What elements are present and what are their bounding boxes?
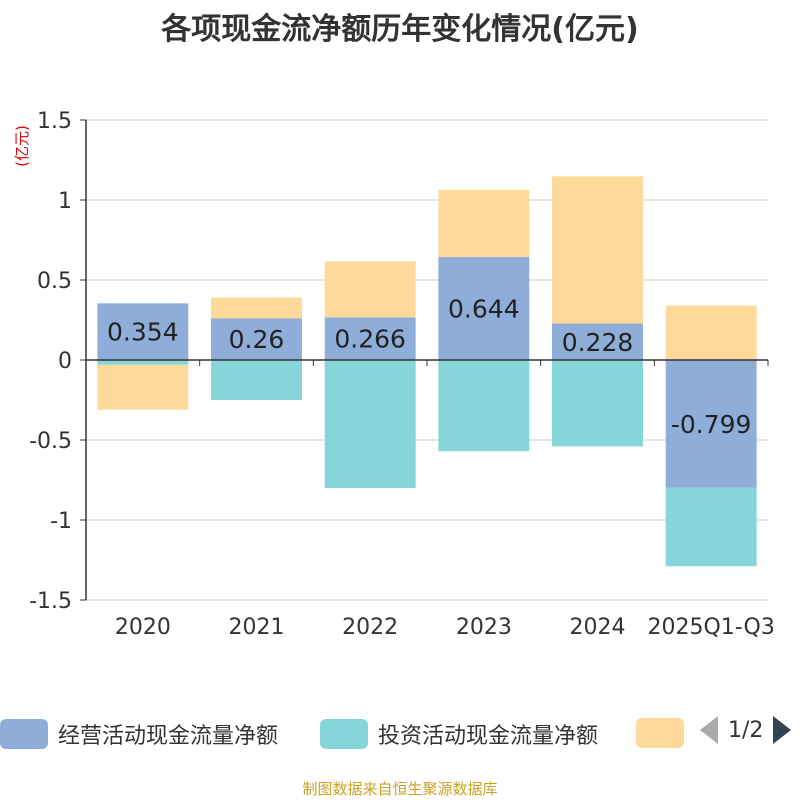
data-label: 0.354: [107, 318, 179, 347]
x-tick-label: 2020: [115, 615, 171, 640]
bar-financing-2024: [552, 176, 643, 324]
source-footer: 制图数据来自恒生聚源数据库: [302, 780, 498, 798]
data-label: 0.228: [562, 328, 634, 357]
bar-operating-2025Q1-Q3: [665, 360, 757, 488]
y-tick-label: -1.5: [29, 589, 72, 614]
bar-financing-2025Q1-Q3: [665, 305, 757, 360]
bar-investing-2023: [438, 360, 530, 452]
bar-financing-2021: [211, 297, 302, 319]
y-tick-label: 0: [58, 349, 72, 374]
data-label: -0.799: [671, 410, 752, 439]
legend-next-icon[interactable]: [773, 716, 792, 744]
data-label: 0.26: [229, 325, 285, 354]
legend: 经营活动现金流量净额 投资活动现金流量净额: [0, 718, 800, 752]
legend-prev-icon[interactable]: [700, 716, 718, 744]
bar-operating-2020: [97, 303, 189, 360]
legend-page-indicator: 1/2: [728, 717, 764, 743]
bar-operating-2024: [552, 323, 643, 360]
data-label: 0.266: [334, 325, 406, 354]
bar-investing-2021: [211, 360, 302, 400]
x-tick-label: 2022: [342, 615, 398, 640]
bar-investing-2020: [97, 360, 189, 365]
legend-item-operating[interactable]: 经营活动现金流量净额: [0, 718, 278, 750]
legend-swatch-financing: [636, 718, 684, 748]
legend-swatch-operating: [0, 719, 48, 749]
x-tick-label: 2024: [570, 615, 626, 640]
bar-investing-2025Q1-Q3: [665, 487, 757, 567]
y-tick-label: -1: [50, 509, 72, 534]
x-tick-label: 2025Q1-Q3: [647, 615, 774, 640]
bar-operating-2021: [211, 318, 302, 360]
axes: -1.5 -1 -0.5 0 0.5 1 1.5 (亿元) 2020 2021 2022 2023 20…: [13, 109, 775, 640]
legend-pager: 1/2: [700, 716, 792, 744]
bar-financing-2023: [438, 189, 530, 257]
bar-operating-2023: [438, 256, 530, 360]
y-tick-label: 1: [58, 189, 72, 214]
x-tick-label: 2023: [456, 615, 512, 640]
legend-item-financing[interactable]: [636, 718, 684, 748]
legend-swatch-investing: [320, 719, 368, 749]
data-labels: 0.354 0.26 0.266 0.644 0.228 -0.799: [107, 294, 751, 438]
chart-area: -1.5 -1 -0.5 0 0.5 1 1.5 (亿元) 2020 2021 2022 2023 20…: [13, 109, 775, 640]
x-tick-label: 2021: [229, 615, 285, 640]
bar-operating-2022: [324, 317, 416, 360]
legend-item-investing[interactable]: 投资活动现金流量净额: [320, 718, 598, 750]
data-label: 0.644: [448, 294, 520, 323]
y-tick-label: 0.5: [37, 269, 72, 294]
bar-investing-2022: [324, 360, 416, 488]
gridlines: [86, 119, 768, 601]
bar-financing-2020: [97, 364, 189, 410]
legend-label-operating: 经营活动现金流量净额: [58, 724, 279, 749]
bar-financing-2022: [324, 261, 416, 318]
y-tick-label: -0.5: [29, 429, 72, 454]
chart-title: 各项现金流净额历年变化情况(亿元): [161, 12, 639, 47]
y-tick-label: 1.5: [37, 109, 72, 134]
bar-investing-2024: [552, 360, 643, 447]
legend-label-investing: 投资活动现金流量净额: [378, 724, 599, 749]
bars: [97, 176, 757, 567]
y-axis-label: (亿元): [13, 125, 31, 167]
